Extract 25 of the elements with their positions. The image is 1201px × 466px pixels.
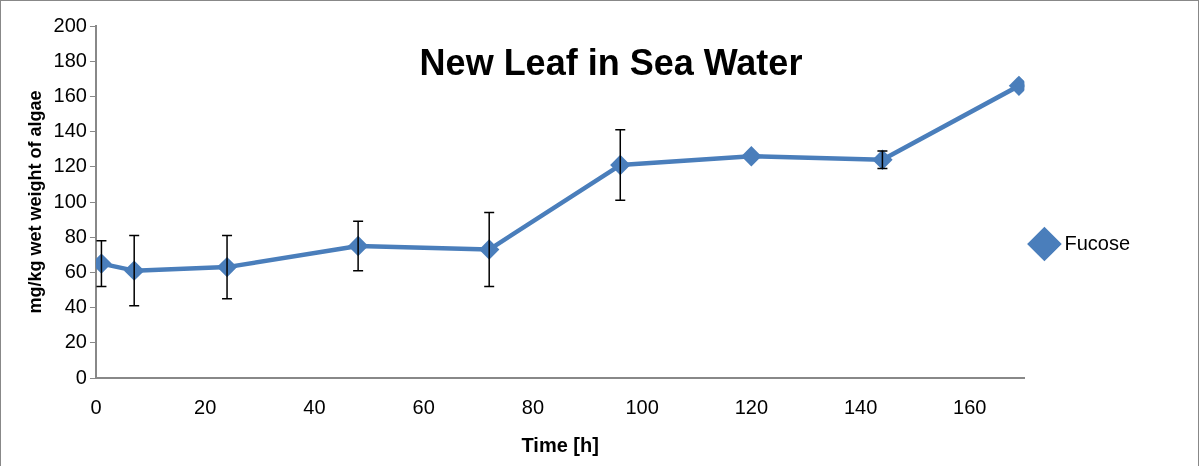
y-tick-label: 20 (64, 330, 87, 353)
x-tick-label: 100 (625, 395, 659, 418)
y-tick-label: 40 (64, 295, 87, 318)
x-tick-label: 160 (953, 395, 987, 418)
x-tick-label: 120 (734, 395, 769, 418)
point (742, 146, 761, 166)
chart-title: New Leaf in Sea Water (419, 41, 803, 83)
x-tick-label: 80 (521, 395, 545, 418)
x-tick-label: 20 (194, 395, 217, 418)
y-tick-label: 60 (64, 259, 87, 282)
x-tick-label: 0 (90, 395, 102, 418)
y-tick-label: 200 (53, 13, 87, 36)
y-tick-label: 140 (53, 119, 87, 142)
y-tick-label: 160 (53, 83, 87, 106)
x-tick-label: 40 (303, 395, 326, 418)
x-tick-label: 140 (843, 395, 878, 418)
y-axis-title: mg/kg wet weight of algae (24, 90, 45, 314)
y-tick-label: 80 (64, 224, 87, 247)
y-tick-label: 0 (75, 365, 87, 388)
y-tick-label: 120 (53, 154, 87, 177)
y-tick-label: 180 (53, 48, 87, 71)
x-axis-title: Time [h] (521, 433, 599, 456)
legend-label: Fucose (1064, 231, 1131, 254)
x-tick-label: 60 (412, 395, 435, 418)
y-tick-label: 100 (53, 189, 87, 212)
